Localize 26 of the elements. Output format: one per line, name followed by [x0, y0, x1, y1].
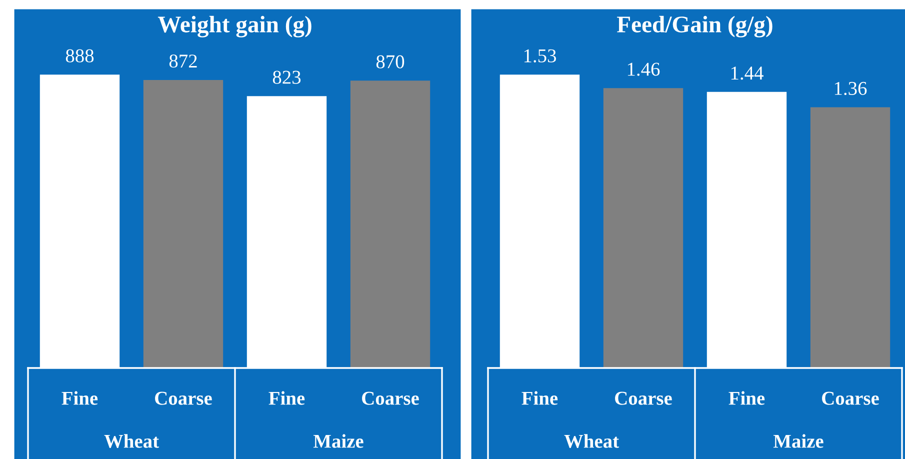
data-label: 872	[169, 54, 197, 68]
bar	[350, 80, 430, 368]
x-tick-label: Fine	[268, 391, 305, 405]
x-tick-label: Fine	[728, 391, 765, 405]
x-tick-label: Coarse	[155, 392, 212, 405]
data-label: 1.36	[834, 82, 867, 96]
bar	[143, 80, 224, 368]
data-label: 1.46	[628, 62, 660, 76]
data-label: 1.53	[524, 49, 556, 62]
bar	[810, 107, 890, 368]
text: Wheat	[104, 434, 159, 448]
data-label: 1.44	[731, 66, 764, 80]
chart-title: Feed/Gain (g/g)	[617, 16, 772, 38]
text: Maize	[313, 434, 364, 448]
x-tick-label: Coarse	[822, 392, 879, 405]
chart-title: Weight gain (g)	[158, 16, 312, 38]
x-tick-label: Coarse	[362, 392, 419, 405]
text: Wheat	[564, 434, 619, 448]
x-tick-label: Coarse	[615, 392, 672, 405]
x-tick-label: Fine	[522, 391, 558, 405]
data-label: 823	[272, 70, 301, 84]
bar	[603, 88, 684, 368]
data-label: 870	[376, 55, 404, 68]
x-tick-label: Fine	[62, 391, 98, 405]
text: Maize	[773, 434, 824, 448]
data-label: 888	[66, 49, 94, 62]
